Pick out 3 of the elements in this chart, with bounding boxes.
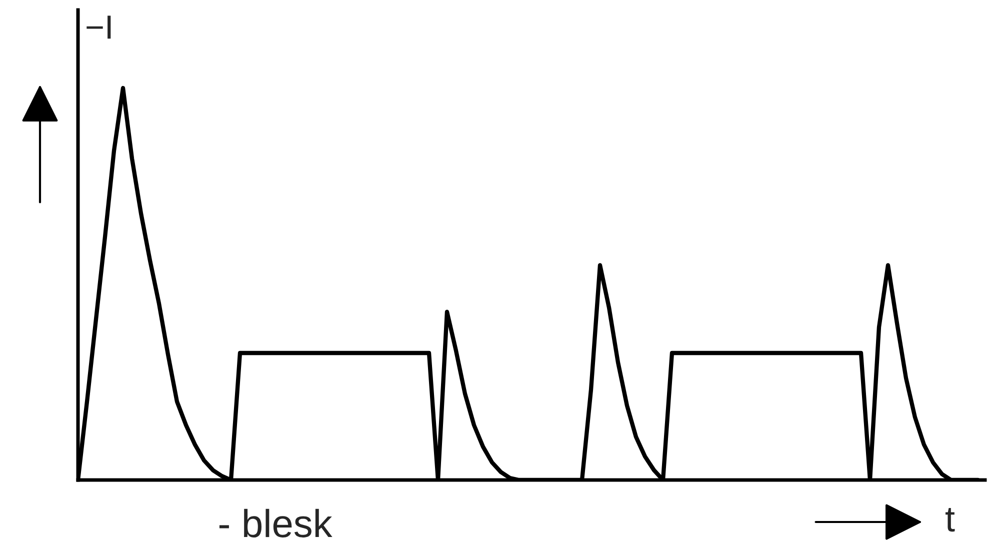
y-axis-title: −I <box>86 16 111 39</box>
x-axis-title: t <box>946 508 955 532</box>
text: - blesk <box>219 508 332 538</box>
